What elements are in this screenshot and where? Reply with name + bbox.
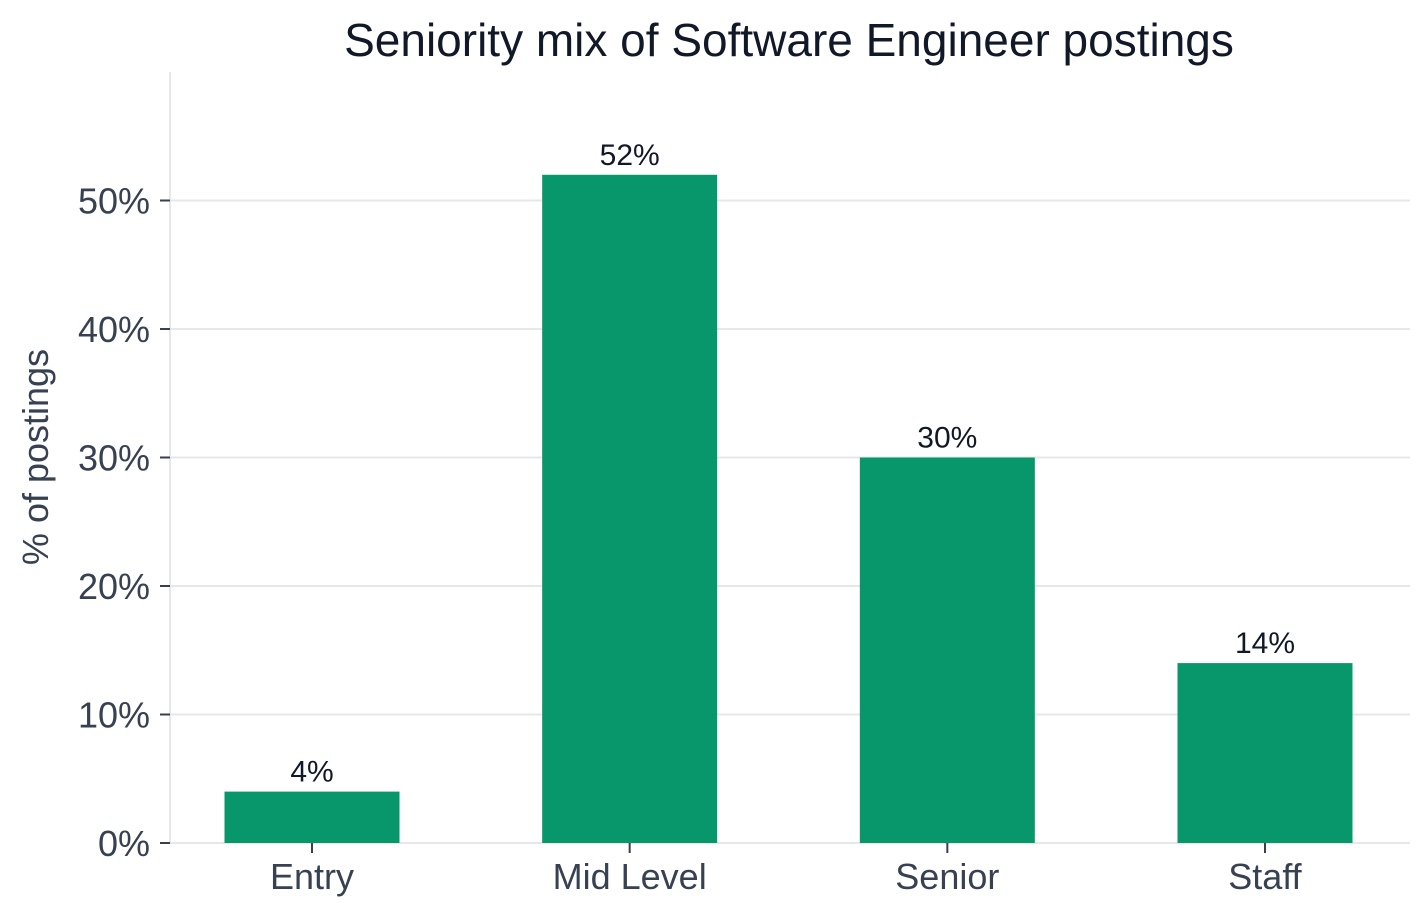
x-tick-label: Senior	[895, 856, 999, 897]
bar-mid-level	[542, 174, 718, 844]
y-tick-label: 30%	[78, 438, 150, 479]
y-tick-label: 50%	[78, 181, 150, 222]
chart-title: Seniority mix of Software Engineer posti…	[344, 14, 1234, 66]
y-tick-label: 40%	[78, 309, 150, 350]
bar-senior	[859, 457, 1035, 843]
data-label: 4%	[290, 756, 333, 789]
data-label: 30%	[917, 422, 977, 455]
x-tick-label: Entry	[270, 856, 354, 897]
bar-entry	[224, 791, 400, 843]
y-tick-label: 10%	[78, 695, 150, 736]
data-label: 52%	[600, 139, 660, 172]
data-labels: 4% 52% 30% 14%	[290, 139, 1295, 789]
x-tick-label: Mid Level	[553, 856, 707, 897]
tick-labels: 0% 10% 20% 30% 40% 50% Entry Mid Level Senior Sta…	[78, 181, 1303, 898]
y-tick-label: 20%	[78, 566, 150, 607]
y-tick-label: 0%	[98, 823, 150, 864]
gridlines	[170, 199, 1410, 716]
x-tick-label: Staff	[1228, 856, 1302, 897]
bar-staff	[1177, 663, 1353, 843]
bars	[224, 174, 1353, 844]
y-axis-label: % of postings	[15, 349, 56, 565]
data-label: 14%	[1235, 627, 1295, 660]
